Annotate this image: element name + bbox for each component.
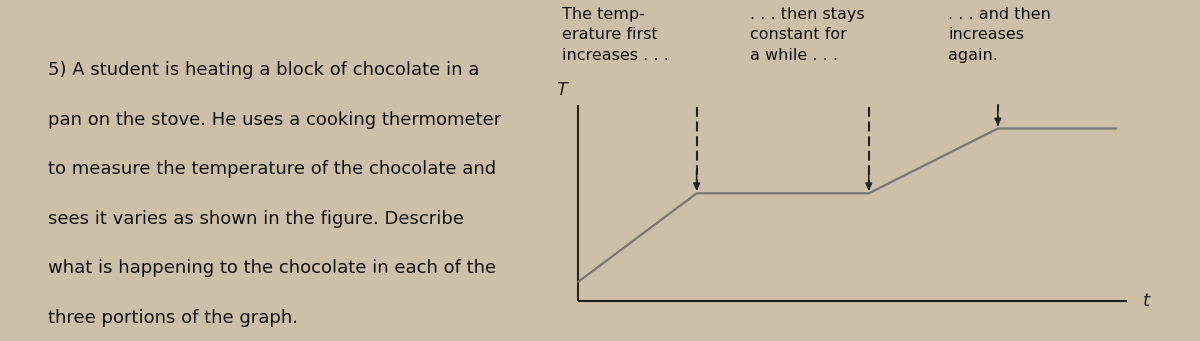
Text: what is happening to the chocolate in each of the: what is happening to the chocolate in ea… [48, 259, 496, 277]
Text: The temp-
erature first
increases . . .: The temp- erature first increases . . . [562, 7, 668, 63]
Text: t: t [1144, 293, 1150, 310]
Text: . . . and then
increases
again.: . . . and then increases again. [948, 7, 1051, 63]
Text: sees it varies as shown in the figure. Describe: sees it varies as shown in the figure. D… [48, 210, 464, 228]
Text: pan on the stove. He uses a cooking thermometer: pan on the stove. He uses a cooking ther… [48, 111, 502, 129]
Text: to measure the temperature of the chocolate and: to measure the temperature of the chocol… [48, 160, 496, 178]
Text: 5) A student is heating a block of chocolate in a: 5) A student is heating a block of choco… [48, 61, 479, 79]
Text: . . . then stays
constant for
a while . . .: . . . then stays constant for a while . … [750, 7, 865, 63]
Text: three portions of the graph.: three portions of the graph. [48, 309, 298, 327]
Text: T: T [557, 81, 568, 99]
